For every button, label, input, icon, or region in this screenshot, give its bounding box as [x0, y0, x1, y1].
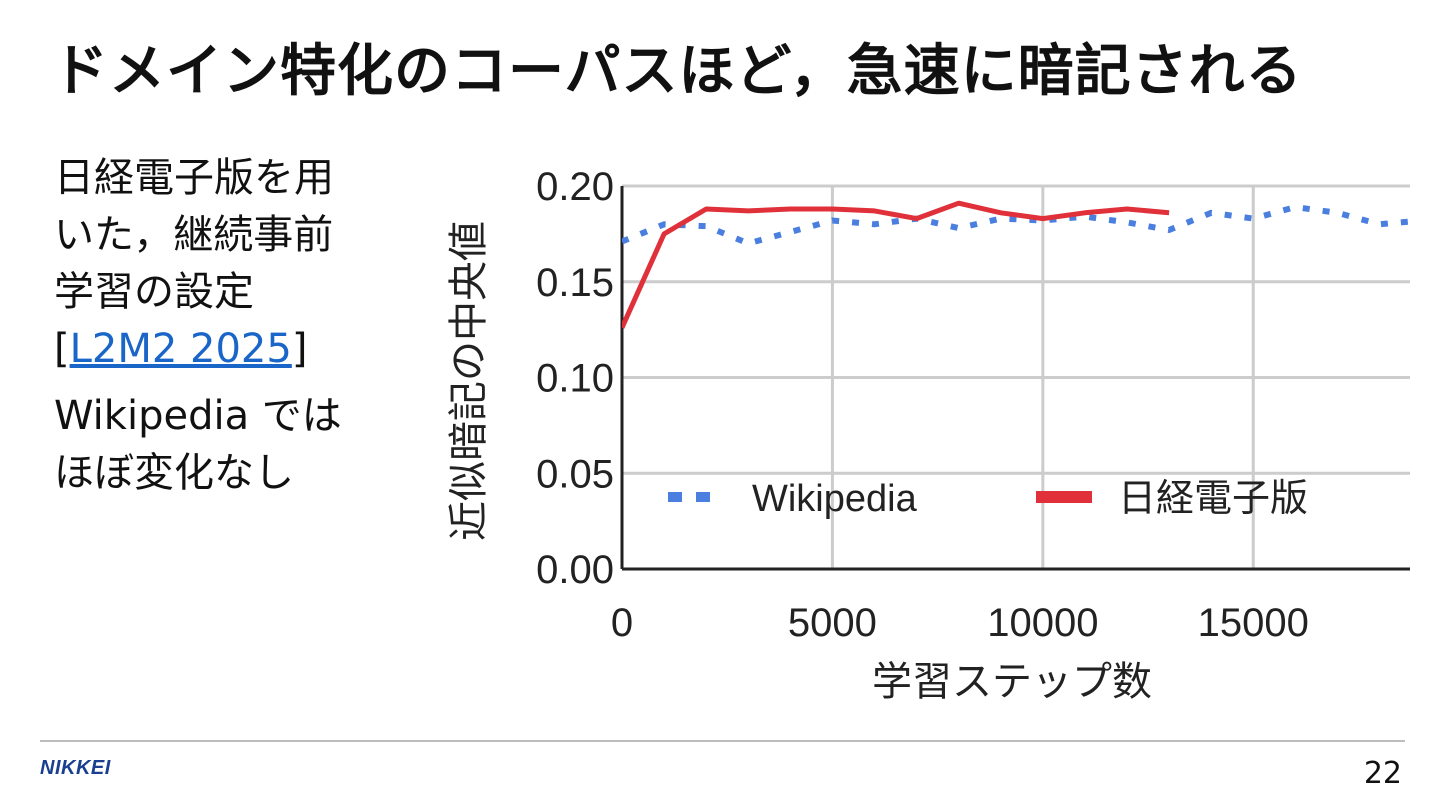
x-tick-label: 10000 [987, 601, 1098, 645]
bracket-open: [ [54, 326, 70, 372]
setting-line-1: 日経電子版を用 [54, 155, 334, 201]
x-tick-label: 20000 [1408, 601, 1410, 645]
y-tick-label: 0.20 [536, 165, 614, 209]
axis-layer: 0.00 0.05 0.10 0.15 0.20 0 5000 10000 15000 20000 [536, 165, 1410, 645]
slide-body: 日経電子版を用 いた，継続事前 学習の設定 [L2M2 2025] Wikipe… [54, 150, 399, 512]
paragraph-setting: 日経電子版を用 いた，継続事前 学習の設定 [L2M2 2025] [54, 150, 399, 378]
slide-title: ドメイン特化のコーパスほど，急速に暗記される [52, 39, 1303, 104]
series-layer [622, 200, 1410, 329]
x-tick-label: 0 [611, 601, 633, 645]
footer-divider [40, 740, 1405, 742]
x-axis-label: 学習ステップ数 [872, 659, 1152, 705]
grid-layer [622, 184, 1410, 569]
series-group [622, 200, 1410, 329]
legend: Wikipedia 日経電子版 [668, 476, 1308, 520]
bracket-close: ] [291, 326, 308, 372]
citation-link[interactable]: L2M2 2025 [69, 326, 292, 372]
memorization-line-chart: 0.00 0.05 0.10 0.15 0.20 0 5000 10000 15000 20000… [446, 165, 1410, 705]
legend-wikipedia-label: Wikipedia [752, 478, 918, 520]
y-axis-label: 近似暗記の中央値 [446, 221, 492, 541]
y-tick-label: 0.00 [536, 548, 614, 592]
x-tick-label: 15000 [1198, 601, 1309, 645]
nikkei-logo: NIKKEI [40, 757, 111, 779]
x-tick-label: 5000 [788, 601, 877, 645]
paragraph-wikipedia: Wikipedia では ほぼ変化なし [54, 388, 399, 502]
setting-line-3: 学習の設定 [54, 269, 254, 315]
wikipedia-line-2: ほぼ変化なし [54, 450, 294, 496]
y-tick-label: 0.10 [536, 357, 614, 401]
nikkei-series-line [622, 200, 1170, 329]
y-tick-label: 0.15 [536, 261, 614, 305]
page-number: 22 [1363, 756, 1402, 791]
setting-line-2: いた，継続事前 [54, 212, 334, 258]
wikipedia-line-1: Wikipedia では [54, 393, 342, 439]
y-tick-label: 0.05 [536, 452, 614, 496]
legend-nikkei-label: 日経電子版 [1118, 476, 1308, 520]
